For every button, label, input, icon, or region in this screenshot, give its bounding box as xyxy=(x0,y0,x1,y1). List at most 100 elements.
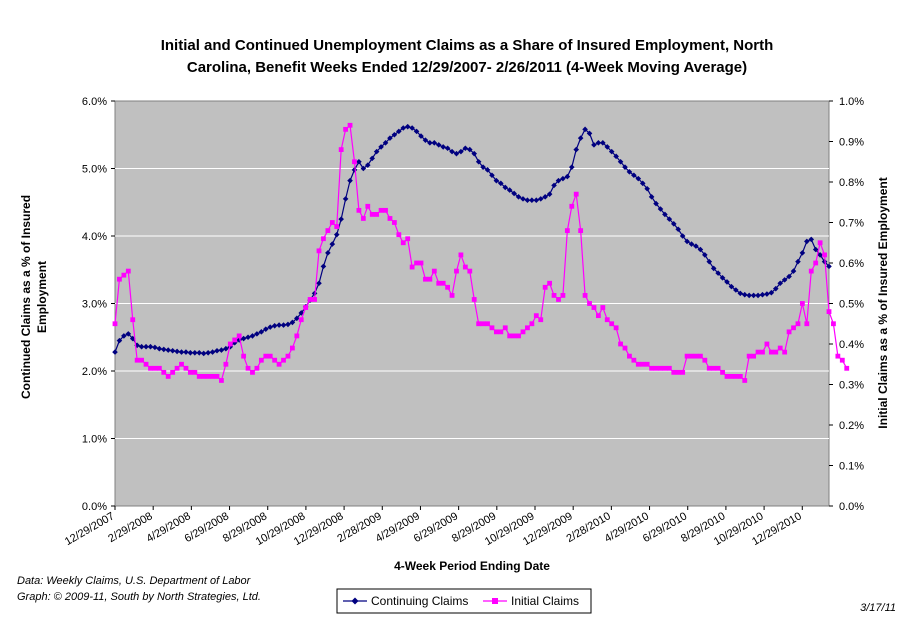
initial-claims-point xyxy=(675,369,681,375)
initial-claims-point xyxy=(666,365,672,371)
initial-claims-point xyxy=(751,353,757,359)
legend-continuing-marker xyxy=(351,597,359,605)
continuing-claims-point xyxy=(568,164,575,170)
initial-claims-point xyxy=(130,317,136,323)
initial-claims-point xyxy=(569,203,575,209)
right-tick-label: 0.5% xyxy=(839,299,864,311)
initial-claims-point xyxy=(662,365,668,371)
continuing-claims-point xyxy=(458,148,464,155)
initial-claims-point xyxy=(737,374,743,379)
initial-claims-point xyxy=(431,268,437,274)
continuing-claims-point xyxy=(360,165,367,172)
x-axis-label: 4-Week Period Ending Date xyxy=(394,559,550,573)
continuing-claims-point xyxy=(271,322,278,329)
continuing-claims-point xyxy=(320,263,327,270)
gridlines xyxy=(115,168,829,439)
initial-claims-point xyxy=(192,369,198,375)
initial-claims-point xyxy=(201,374,207,379)
continuing-claims-point xyxy=(178,349,185,355)
initial-claims-point xyxy=(529,321,535,327)
continuing-claims-point xyxy=(706,258,713,265)
series-layer xyxy=(112,122,850,383)
right-axis-ticks: 0.0% 0.1% 0.2% 0.3% 0.4% 0.5% 0.6% 0.7% 0.8% 0.9%… xyxy=(829,96,864,513)
continuing-claims-point xyxy=(604,144,611,150)
initial-claims-point xyxy=(525,325,530,331)
initial-claims-point xyxy=(831,321,836,327)
initial-claims-point xyxy=(578,228,584,233)
continuing-claims-point xyxy=(422,137,429,143)
initial-claims-point xyxy=(440,280,446,286)
initial-claims-point xyxy=(396,232,402,238)
continuing-claims-point xyxy=(404,123,411,130)
initial-claims-point xyxy=(152,365,158,371)
initial-claims-point xyxy=(161,369,167,375)
left-tick-label: 6.0% xyxy=(82,96,107,108)
initial-claims-point xyxy=(480,321,486,327)
continuing-claims-point xyxy=(462,145,469,152)
continuing-claims-point xyxy=(768,289,775,296)
initial-claims-point xyxy=(782,349,788,355)
initial-claims-point xyxy=(808,268,814,274)
initial-claims-point xyxy=(573,191,579,197)
initial-claims-point xyxy=(773,349,779,355)
continuing-claims-point xyxy=(480,164,486,170)
initial-claims-point xyxy=(352,159,357,165)
continuing-claims-point xyxy=(169,347,176,354)
initial-claims-point xyxy=(205,374,211,379)
initial-claims-point xyxy=(613,325,619,331)
initial-claims-point xyxy=(183,365,189,371)
continuing-claims-point xyxy=(555,177,562,184)
initial-claims-point xyxy=(764,341,770,347)
initial-claims-point xyxy=(281,357,286,363)
continuing-claims-point xyxy=(537,196,544,202)
continuing-claims-point xyxy=(156,345,163,352)
continuing-claims-point xyxy=(316,280,322,287)
initial-claims-point xyxy=(813,260,819,266)
initial-claims-point xyxy=(148,365,153,371)
continuing-claims-point xyxy=(772,285,779,292)
legend-initial-marker xyxy=(492,598,498,604)
continuing-claims-point xyxy=(214,347,220,354)
initial-claims-point xyxy=(174,365,180,371)
initial-claims-point xyxy=(835,353,841,359)
continuing-claims-point xyxy=(183,349,189,355)
initial-claims-point xyxy=(272,357,278,363)
continuing-claims-point xyxy=(373,148,380,155)
initial-claims-point xyxy=(702,357,708,363)
right-tick-label: 0.1% xyxy=(839,461,864,473)
initial-claims-point xyxy=(170,369,176,375)
initial-claims-point xyxy=(817,240,823,246)
continuing-claims-point xyxy=(205,349,211,356)
initial-claims-point xyxy=(179,361,184,367)
continuing-claims-point xyxy=(511,190,517,197)
continuing-claims-point xyxy=(245,334,251,341)
initial-claims-point xyxy=(387,216,393,221)
initial-claims-point xyxy=(542,284,548,290)
initial-claims-point xyxy=(383,207,388,213)
continuing-claims-point xyxy=(475,158,482,165)
initial-claims-point xyxy=(356,207,362,213)
initial-claims-point xyxy=(232,337,238,343)
initial-claims-point xyxy=(227,341,233,347)
continuing-claims-point xyxy=(121,333,127,339)
initial-claims-point xyxy=(609,321,615,327)
continuing-claims-point xyxy=(413,128,420,135)
continuing-claims-point xyxy=(418,133,424,139)
continuing-claims-point xyxy=(595,140,602,146)
chart-title-line-2: Carolina, Benefit Weeks Ended 12/29/2007… xyxy=(187,59,747,76)
continuing-claims-point xyxy=(165,347,172,353)
continuing-claims-point xyxy=(240,335,247,342)
initial-claims-point xyxy=(449,293,455,298)
continuing-claims-point xyxy=(733,287,739,293)
initial-claims-point xyxy=(844,365,850,371)
y-axis-right-label: Initial Claims as a % of Insured Employm… xyxy=(876,177,890,428)
initial-claims-point xyxy=(405,236,411,242)
continuing-claims-point xyxy=(750,292,757,299)
initial-claims-point xyxy=(786,329,792,335)
continuing-claims-point xyxy=(702,252,708,258)
initial-claims-point xyxy=(267,353,273,359)
initial-claims-point xyxy=(121,272,127,278)
initial-claims-point xyxy=(622,345,628,351)
right-tick-label: 0.0% xyxy=(839,501,864,513)
initial-claims-point xyxy=(298,317,304,323)
